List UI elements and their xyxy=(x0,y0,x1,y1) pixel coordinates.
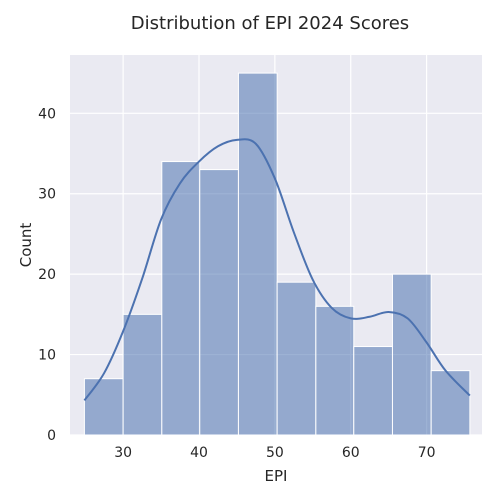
y-tick-label: 10 xyxy=(38,348,56,364)
histogram-bar xyxy=(161,161,201,436)
y-tick-label: 0 xyxy=(47,428,56,444)
histogram-bar xyxy=(237,72,278,436)
histogram-bars xyxy=(83,72,471,436)
x-tick-label: 70 xyxy=(418,445,436,461)
x-tick-label: 40 xyxy=(190,445,208,461)
kde-curve xyxy=(83,138,471,402)
y-tick-label: 30 xyxy=(38,187,56,203)
y-tick-label: 20 xyxy=(38,267,56,283)
histogram-bar xyxy=(430,370,471,436)
histogram-bar xyxy=(276,281,317,436)
histogram-bar xyxy=(315,305,355,436)
histogram-bar xyxy=(391,273,432,436)
x-tick-labels: 30 40 50 60 70 xyxy=(114,445,435,461)
x-axis-label: EPI xyxy=(265,467,288,485)
histogram-bar xyxy=(122,313,163,436)
histogram-bar xyxy=(353,346,393,436)
y-tick-label: 40 xyxy=(38,106,56,122)
histogram-bar xyxy=(83,378,124,436)
x-tick-label: 60 xyxy=(342,445,360,461)
chart-title: Distribution of EPI 2024 Scores xyxy=(131,13,409,34)
y-tick-labels: 0 10 20 30 40 xyxy=(38,106,56,444)
y-axis-label: Count xyxy=(17,223,35,268)
x-tick-label: 50 xyxy=(266,445,284,461)
x-tick-label: 30 xyxy=(114,445,132,461)
histogram-bar xyxy=(199,169,239,436)
